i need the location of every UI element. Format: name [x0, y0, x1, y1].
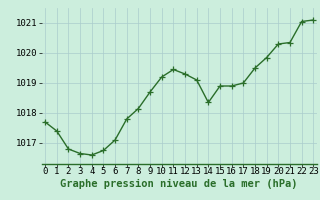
X-axis label: Graphe pression niveau de la mer (hPa): Graphe pression niveau de la mer (hPa) — [60, 179, 298, 189]
